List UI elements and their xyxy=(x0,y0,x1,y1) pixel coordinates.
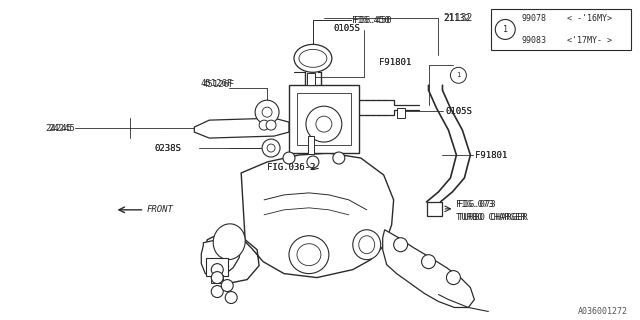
Ellipse shape xyxy=(299,49,327,67)
Circle shape xyxy=(259,120,269,130)
Text: F91801: F91801 xyxy=(476,150,508,159)
Text: <'17MY- >: <'17MY- > xyxy=(567,36,612,45)
Circle shape xyxy=(267,144,275,152)
Bar xyxy=(206,258,228,276)
Ellipse shape xyxy=(213,224,245,260)
Circle shape xyxy=(333,152,345,164)
Text: 0238S: 0238S xyxy=(154,144,181,153)
Circle shape xyxy=(451,67,467,83)
Text: 0238S: 0238S xyxy=(154,144,181,153)
Circle shape xyxy=(283,152,295,164)
Circle shape xyxy=(255,100,279,124)
Polygon shape xyxy=(204,153,394,284)
Text: 45126F: 45126F xyxy=(200,79,232,88)
Circle shape xyxy=(307,156,319,168)
Circle shape xyxy=(211,285,223,298)
Bar xyxy=(426,202,442,216)
Circle shape xyxy=(495,20,515,39)
Text: TURBO CHARGER: TURBO CHARGER xyxy=(456,213,526,222)
Text: 99083: 99083 xyxy=(521,36,546,45)
Bar xyxy=(297,93,351,145)
Text: 0105S: 0105S xyxy=(334,24,361,33)
Text: FIG.450: FIG.450 xyxy=(354,16,392,25)
Text: F91801: F91801 xyxy=(476,150,508,159)
Text: FIG.036-2: FIG.036-2 xyxy=(267,164,316,172)
Text: FIG.073: FIG.073 xyxy=(458,200,496,209)
Text: 21132: 21132 xyxy=(444,13,473,23)
Circle shape xyxy=(221,280,233,292)
Circle shape xyxy=(211,272,223,284)
Bar xyxy=(211,275,223,283)
Ellipse shape xyxy=(359,236,374,254)
Circle shape xyxy=(211,264,223,276)
Text: 1: 1 xyxy=(456,72,461,78)
Bar xyxy=(307,73,315,85)
Ellipse shape xyxy=(289,236,329,274)
Ellipse shape xyxy=(353,230,381,260)
Text: 45126F: 45126F xyxy=(202,80,234,89)
Text: F91801: F91801 xyxy=(379,58,411,67)
Text: 1: 1 xyxy=(503,25,508,34)
Polygon shape xyxy=(202,238,241,277)
Circle shape xyxy=(306,106,342,142)
Text: 24245: 24245 xyxy=(45,124,72,132)
Text: TURBO CHARGER: TURBO CHARGER xyxy=(458,213,528,222)
Text: FRONT: FRONT xyxy=(147,205,173,214)
Circle shape xyxy=(225,292,237,303)
Bar xyxy=(289,85,359,153)
Text: FIG.450: FIG.450 xyxy=(352,16,389,25)
Text: 0105S: 0105S xyxy=(445,107,472,116)
Circle shape xyxy=(266,120,276,130)
Circle shape xyxy=(447,271,460,284)
Bar xyxy=(308,136,314,154)
Circle shape xyxy=(262,139,280,157)
Text: < -'16MY>: < -'16MY> xyxy=(567,14,612,23)
Circle shape xyxy=(262,107,272,117)
Ellipse shape xyxy=(294,44,332,72)
Bar xyxy=(492,9,631,50)
Text: 0105S: 0105S xyxy=(334,24,361,33)
Polygon shape xyxy=(383,230,474,308)
Polygon shape xyxy=(195,118,289,138)
Text: 21132: 21132 xyxy=(444,14,470,23)
Text: FIG.036-2: FIG.036-2 xyxy=(267,164,316,172)
Circle shape xyxy=(422,255,435,268)
Text: A036001272: A036001272 xyxy=(578,307,628,316)
Text: 99078: 99078 xyxy=(521,14,546,23)
Text: 0105S: 0105S xyxy=(445,107,472,116)
Text: F91801: F91801 xyxy=(379,58,411,67)
Ellipse shape xyxy=(297,244,321,266)
Text: 24245: 24245 xyxy=(48,124,75,132)
Circle shape xyxy=(316,116,332,132)
Bar xyxy=(397,108,404,118)
Circle shape xyxy=(394,238,408,252)
Text: FIG.073: FIG.073 xyxy=(456,200,494,209)
